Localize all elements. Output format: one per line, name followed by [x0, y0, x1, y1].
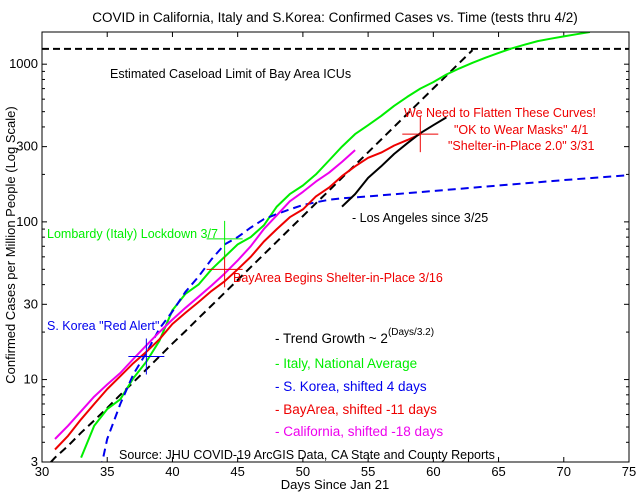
y-tick-label: 10	[24, 372, 38, 387]
x-tick-label: 55	[361, 464, 375, 479]
legend-trend-prefix: - Trend Growth ~ 2	[275, 331, 388, 346]
series-line-trend-growth	[49, 49, 474, 462]
legend-item-trend: - Trend Growth ~ 2(Days/3.2)	[275, 327, 434, 346]
annotation-skorea-red-alert: S. Korea "Red Alert"	[47, 319, 159, 333]
source-note: Source: JHU COVID-19 ArcGIS Data, CA Sta…	[119, 448, 495, 462]
x-tick-label: 70	[557, 464, 571, 479]
annotation-los-angeles: - Los Angeles since 3/25	[352, 211, 488, 225]
legend-item-bayarea: - BayArea, shifted -11 days	[275, 402, 437, 417]
annotation-bayarea-shelter: BayArea Begins Shelter-in-Place 3/16	[233, 271, 443, 285]
plot-frame	[41, 31, 630, 463]
legend-item-italy: - Italy, National Average	[275, 356, 417, 371]
chart-title: COVID in California, Italy and S.Korea: …	[92, 10, 577, 25]
legend-item-skorea: - S. Korea, shifted 4 days	[275, 379, 427, 394]
legend-item-california: - California, shifted -18 days	[275, 424, 443, 439]
annotation-lombardy-lockdown: Lombardy (Italy) Lockdown 3/7	[47, 227, 218, 241]
series-line-los-angeles-since-3-25	[341, 116, 447, 208]
y-tick-label: 100	[16, 214, 38, 229]
x-tick-label: 35	[100, 464, 114, 479]
y-tick-label: 300	[16, 139, 38, 154]
icu-limit-label: Estimated Caseload Limit of Bay Area ICU…	[110, 67, 351, 81]
legend: - Trend Growth ~ 2(Days/3.2) - Italy, Na…	[275, 327, 443, 439]
markers-layer	[128, 116, 439, 375]
annotation-ok-masks: "OK to Wear Masks" 4/1	[454, 123, 588, 137]
series-line-s-korea-shifted-4-days	[101, 174, 629, 462]
annotation-flatten-curves: We Need to Flatten These Curves!	[404, 106, 596, 120]
x-tick-label: 40	[165, 464, 179, 479]
series-line-california-shifted-18-days	[54, 149, 356, 440]
x-tick-label: 75	[622, 464, 636, 479]
y-tick-label: 30	[24, 296, 38, 311]
x-tick-label: 60	[426, 464, 440, 479]
x-tick-label: 45	[230, 464, 244, 479]
x-tick-label: 50	[296, 464, 310, 479]
x-axis-label: Days Since Jan 21	[281, 477, 389, 492]
ticks-layer: 30 35 40 45 50 55 60 65 70 75 3 10 30 100 300 1000	[9, 32, 636, 479]
y-tick-label: 1000	[9, 56, 38, 71]
y-tick-label: 3	[31, 454, 38, 469]
legend-trend-superscript: (Days/3.2)	[388, 327, 434, 338]
y-axis-label: Confirmed Cases per Million People (Log …	[3, 106, 18, 383]
x-tick-label: 65	[491, 464, 505, 479]
annotation-shelter-2: "Shelter-in-Place 2.0" 3/31	[448, 139, 595, 153]
x-tick-label: 30	[35, 464, 49, 479]
